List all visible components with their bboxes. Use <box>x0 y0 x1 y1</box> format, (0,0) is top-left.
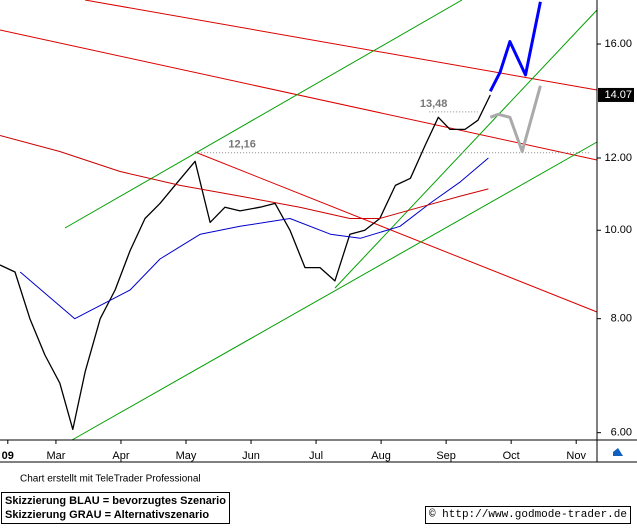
trend-lines <box>0 0 598 441</box>
credit: Chart erstellt mit TeleTrader Profession… <box>20 474 201 485</box>
x-tick-label: Jul <box>309 450 323 462</box>
trend-line <box>334 9 598 289</box>
y-tick-label: 16.00 <box>604 38 632 50</box>
price-line <box>488 1 542 92</box>
source: © http://www.godmode-trader.de <box>424 506 631 524</box>
last-price-box <box>598 87 634 102</box>
trend-line <box>0 29 598 161</box>
price-line <box>489 85 542 153</box>
trend-line <box>194 151 598 313</box>
x-tick-label: May <box>176 450 197 462</box>
x-tick-label: Jun <box>242 450 260 462</box>
legend-entry: Skizzierung GRAU = Alternativszenario <box>5 509 210 521</box>
price-line <box>19 157 489 320</box>
x-tick-label: Sep <box>436 450 456 462</box>
x-tick-label: 09 <box>2 450 14 462</box>
trend-line <box>64 0 463 229</box>
x-tick-label: Apr <box>112 450 129 462</box>
y-tick-label: 10.00 <box>604 224 632 236</box>
trend-line <box>84 0 598 91</box>
x-tick-label: Nov <box>566 450 586 462</box>
price-line <box>0 94 491 431</box>
scenario-legend: Skizzierung BLAU = bevorzugtes Szenario … <box>1 492 230 524</box>
y-tick-label: 6.00 <box>611 427 632 439</box>
y-tick-label: 8.00 <box>611 313 632 325</box>
icon <box>603 448 623 456</box>
trend-line <box>71 141 598 441</box>
y-tick-label: 12.00 <box>604 152 632 164</box>
last-price-label: 14.07 <box>604 89 632 101</box>
x-tick-label: Oct <box>503 450 520 462</box>
level-label: 13,48 <box>420 98 448 110</box>
level-label: 12,16 <box>228 139 256 151</box>
price-line <box>0 135 489 219</box>
legend-entry: Skizzierung BLAU = bevorzugtes Szenario <box>5 495 226 507</box>
x-tick-label: Mar <box>46 450 65 462</box>
x-tick-label: Aug <box>371 450 391 462</box>
